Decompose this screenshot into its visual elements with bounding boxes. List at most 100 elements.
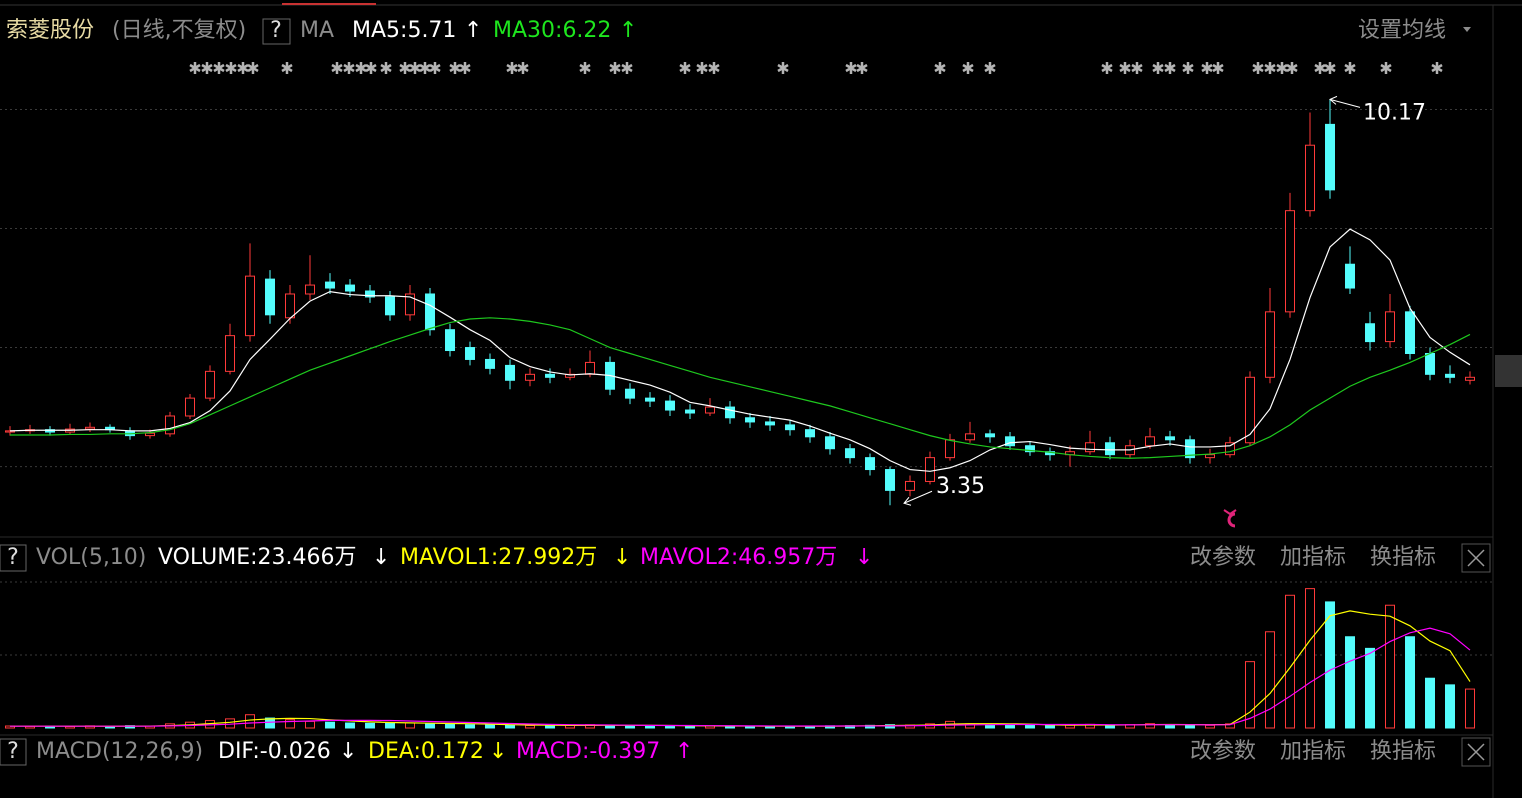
close-button[interactable] bbox=[1461, 543, 1491, 573]
candle-body bbox=[685, 409, 695, 414]
event-icon[interactable] bbox=[934, 62, 946, 74]
event-icon[interactable] bbox=[679, 62, 691, 74]
candle-body bbox=[1445, 373, 1455, 378]
close-button[interactable] bbox=[1461, 737, 1491, 767]
candle-body bbox=[545, 373, 555, 378]
help[interactable]: ? bbox=[270, 18, 282, 43]
volume-bar bbox=[265, 717, 275, 729]
event-icon[interactable] bbox=[984, 62, 996, 74]
candle-body bbox=[1225, 442, 1235, 456]
dif-label: DIF:-0.026 bbox=[218, 739, 331, 764]
help-box[interactable] bbox=[0, 544, 27, 572]
button[interactable]: 换指标 bbox=[1370, 739, 1436, 764]
event-icon[interactable] bbox=[845, 62, 857, 74]
event-icon[interactable] bbox=[1182, 62, 1194, 74]
event-icon[interactable] bbox=[1286, 62, 1298, 74]
candle-body bbox=[1425, 352, 1435, 375]
event-icon[interactable] bbox=[459, 62, 471, 74]
candle-body bbox=[525, 373, 535, 381]
candle-body bbox=[465, 347, 475, 360]
event-icon[interactable] bbox=[225, 62, 237, 74]
settings[interactable]: 设置均线 bbox=[1358, 18, 1446, 43]
event-icon[interactable] bbox=[281, 62, 293, 74]
event-icon[interactable] bbox=[621, 62, 633, 74]
event-icon[interactable] bbox=[609, 62, 621, 74]
candle-body bbox=[1285, 210, 1295, 313]
event-icon[interactable] bbox=[1276, 62, 1288, 74]
event-icon[interactable] bbox=[1119, 62, 1131, 74]
event-icon[interactable] bbox=[365, 62, 377, 74]
event-icon[interactable] bbox=[343, 62, 355, 74]
event-icon[interactable] bbox=[331, 62, 343, 74]
button[interactable]: 改参数 bbox=[1190, 545, 1256, 570]
ma5-label: MA5:5.71 bbox=[352, 18, 456, 43]
event-icon[interactable] bbox=[579, 62, 591, 74]
candle-body bbox=[245, 275, 255, 337]
candle-body bbox=[1205, 454, 1215, 459]
event-icon[interactable] bbox=[1252, 62, 1264, 74]
candle-body bbox=[985, 433, 995, 438]
event-icon[interactable] bbox=[247, 62, 259, 74]
candle-body bbox=[1145, 436, 1155, 447]
volume-bar bbox=[485, 724, 495, 729]
volume-label: VOLUME:23.466万 bbox=[158, 545, 357, 570]
candle-body bbox=[945, 439, 955, 459]
macd-label: MACD:-0.397 bbox=[516, 739, 660, 764]
signal-icon[interactable] bbox=[1223, 509, 1237, 528]
candle-body bbox=[965, 433, 975, 441]
annotation-arrow bbox=[903, 490, 933, 506]
candle-body bbox=[1185, 439, 1195, 459]
button[interactable]: 改参数 bbox=[1190, 739, 1256, 764]
event-icon[interactable] bbox=[409, 62, 421, 74]
event-icon[interactable] bbox=[856, 62, 868, 74]
event-icon[interactable] bbox=[1314, 62, 1326, 74]
help-box[interactable] bbox=[0, 738, 27, 766]
event-icon[interactable] bbox=[237, 62, 249, 74]
event-icon[interactable] bbox=[506, 62, 518, 74]
event-icon[interactable] bbox=[201, 62, 213, 74]
event-icon[interactable] bbox=[419, 62, 431, 74]
help[interactable]: ? bbox=[7, 739, 19, 764]
scroll-box[interactable] bbox=[1495, 355, 1522, 387]
dif-arrow: ↓ bbox=[339, 739, 357, 764]
event-icon[interactable] bbox=[1264, 62, 1276, 74]
event-icon[interactable] bbox=[1324, 62, 1336, 74]
event-icon[interactable] bbox=[708, 62, 720, 74]
button[interactable]: 加指标 bbox=[1280, 545, 1346, 570]
event-icon[interactable] bbox=[1101, 62, 1113, 74]
volume-bar bbox=[1445, 684, 1455, 729]
event-icon[interactable] bbox=[1212, 62, 1224, 74]
event-icon[interactable] bbox=[1152, 62, 1164, 74]
event-icon[interactable] bbox=[399, 62, 411, 74]
event-icon[interactable] bbox=[517, 62, 529, 74]
event-icon[interactable] bbox=[1131, 62, 1143, 74]
event-icon[interactable] bbox=[1344, 62, 1356, 74]
event-icon[interactable] bbox=[1380, 62, 1392, 74]
button[interactable]: 换指标 bbox=[1370, 545, 1436, 570]
candle-body bbox=[225, 335, 235, 372]
event-icon[interactable] bbox=[696, 62, 708, 74]
event-icon[interactable] bbox=[1164, 62, 1176, 74]
indicator: VOL(5,10) bbox=[36, 545, 146, 570]
event-icon[interactable] bbox=[962, 62, 974, 74]
event-icon[interactable] bbox=[355, 62, 367, 74]
help[interactable]: ? bbox=[7, 545, 19, 570]
candle-body bbox=[305, 284, 315, 295]
event-icon[interactable] bbox=[213, 62, 225, 74]
event-icon[interactable] bbox=[1201, 62, 1213, 74]
event-icon[interactable] bbox=[189, 62, 201, 74]
candle-body bbox=[85, 426, 95, 430]
event-icon[interactable] bbox=[429, 62, 441, 74]
event-icon[interactable] bbox=[777, 62, 789, 74]
dropdown-icon[interactable] bbox=[1463, 27, 1471, 32]
event-icon[interactable] bbox=[1431, 62, 1443, 74]
volume-bar bbox=[1325, 601, 1335, 729]
button[interactable]: 加指标 bbox=[1280, 739, 1346, 764]
candle-body bbox=[645, 397, 655, 402]
volume-bar bbox=[365, 722, 375, 729]
ma-line bbox=[10, 317, 1471, 459]
event-icon[interactable] bbox=[449, 62, 461, 74]
event-icon[interactable] bbox=[380, 62, 392, 74]
candle-body bbox=[905, 480, 915, 491]
help-box[interactable] bbox=[262, 18, 291, 45]
